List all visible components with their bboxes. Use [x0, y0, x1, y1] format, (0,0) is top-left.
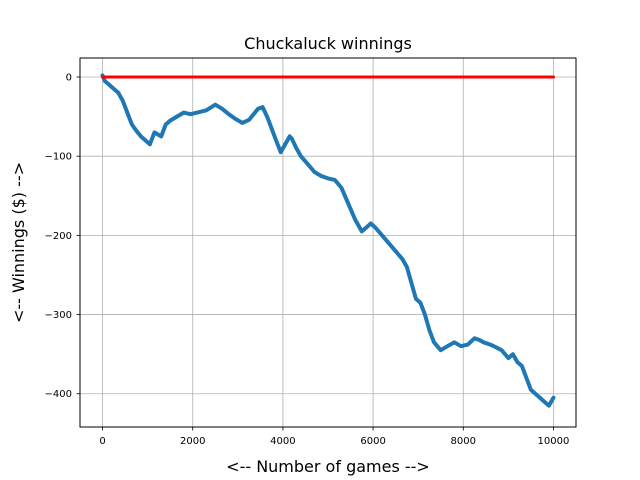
- plot-frame: [79, 57, 577, 428]
- y-tick-label: −200: [45, 231, 72, 242]
- x-tick-label: 0: [99, 436, 105, 447]
- ticks: 0 2000 4000 6000 8000 10000 0 −100 −200 −300 −400: [45, 73, 570, 447]
- winnings-line: [100, 73, 556, 408]
- x-tick-label: 10000: [538, 436, 570, 447]
- x-tick-label: 2000: [180, 436, 205, 447]
- x-tick-label: 8000: [451, 436, 476, 447]
- y-tick-label: 0: [66, 73, 72, 84]
- x-axis-label: <-- Number of games -->: [226, 457, 430, 476]
- y-axis-label: <-- Winnings ($) -->: [9, 162, 28, 323]
- x-tick-label: 4000: [270, 436, 295, 447]
- y-tick-label: −100: [45, 152, 72, 163]
- x-tick-label: 6000: [360, 436, 385, 447]
- chart-title: Chuckaluck winnings: [244, 34, 412, 53]
- series-group: [100, 73, 556, 408]
- y-tick-label: −300: [45, 310, 72, 321]
- y-tick-label: −400: [45, 389, 72, 400]
